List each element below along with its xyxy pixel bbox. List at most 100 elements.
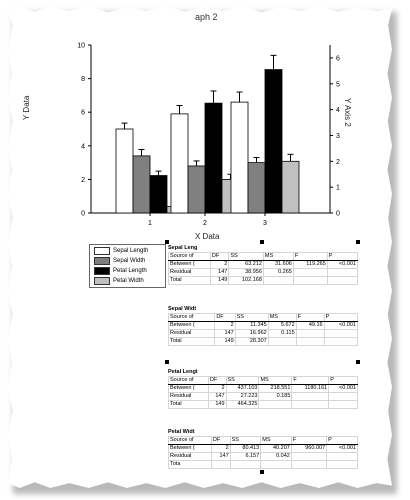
anova-table[interactable]: Petal Lengt Source of DF SS MS F P Between (2 43…	[168, 368, 358, 409]
table-cell[interactable]: 63.212	[228, 260, 264, 269]
table-cell[interactable]: 28.307	[234, 337, 269, 346]
selection-handle[interactable]	[165, 240, 169, 244]
table-cell[interactable]	[326, 460, 358, 469]
table-header-row: Source of DF SS MS F P	[168, 436, 358, 445]
x-axis-title: X Data	[195, 232, 220, 241]
table-cell[interactable]: 147	[209, 268, 230, 277]
table-cell[interactable]	[260, 460, 292, 469]
table-cell[interactable]: 147	[207, 392, 227, 401]
header-cell: SS	[229, 436, 262, 445]
table-cell[interactable]: 2	[209, 260, 230, 269]
table-cell[interactable]: 6.157	[229, 452, 262, 461]
table-cell[interactable]	[323, 329, 359, 338]
table-cell[interactable]: 5.672	[267, 321, 297, 330]
header-cell: P	[326, 252, 359, 261]
table-title: Sepal Leng	[168, 245, 198, 251]
table-cell[interactable]	[210, 460, 231, 469]
table-cell[interactable]: 147	[214, 329, 236, 338]
table-cell[interactable]: 16.962	[234, 329, 269, 338]
table-cell[interactable]: 149	[207, 400, 227, 409]
table-row: Total 149 464.325	[168, 400, 358, 409]
bar	[247, 162, 266, 214]
y-tick-label: 0	[81, 211, 85, 218]
table-cell[interactable]	[295, 337, 325, 346]
table-cell[interactable]: <0.001	[323, 321, 359, 330]
table-cell[interactable]: Total	[168, 276, 211, 285]
selection-handle[interactable]	[165, 360, 169, 364]
table-cell[interactable]: 1180.161	[291, 384, 330, 393]
table-cell[interactable]: 102.168	[228, 276, 264, 285]
table-cell[interactable]: <0.001	[326, 444, 358, 453]
table-cell[interactable]	[292, 268, 328, 277]
table-cell[interactable]	[328, 392, 358, 401]
table-cell[interactable]: 149	[209, 276, 230, 285]
header-cell: F	[295, 313, 325, 322]
table-cell[interactable]: Between (	[168, 384, 209, 393]
table-cell[interactable]	[326, 276, 359, 285]
table-cell[interactable]: 31.606	[262, 260, 294, 269]
table-cell[interactable]: Residual	[168, 268, 211, 277]
table-cell[interactable]: Total	[168, 400, 209, 409]
table-cell[interactable]	[326, 452, 358, 461]
legend[interactable]: Sepal Length Sepal Width Petal Length Pe…	[89, 244, 166, 288]
table-cell[interactable]: 960.007	[290, 444, 328, 453]
table-cell[interactable]: 437.103	[225, 384, 260, 393]
table-cell[interactable]: 149	[214, 337, 236, 346]
table-cell[interactable]	[291, 400, 330, 409]
header-cell: P	[328, 376, 358, 385]
table-cell[interactable]	[323, 337, 359, 346]
table-cell[interactable]: Residual	[168, 392, 209, 401]
table-cell[interactable]: <0.001	[326, 260, 359, 269]
y2-tick-label: 2	[336, 159, 340, 166]
table-cell[interactable]: 147	[210, 452, 231, 461]
x-tick-label: 1	[148, 220, 152, 227]
table-cell[interactable]: 40.207	[260, 444, 292, 453]
table-cell[interactable]	[290, 452, 328, 461]
table-cell[interactable]: <0.001	[328, 384, 358, 393]
table-cell[interactable]: 464.325	[225, 400, 260, 409]
table-cell[interactable]: 0.265	[262, 268, 294, 277]
table-cell[interactable]	[290, 460, 328, 469]
table-cell[interactable]: Between (	[168, 260, 211, 269]
table-cell[interactable]	[326, 268, 359, 277]
anova-table[interactable]: Sepal Widt Source of DF SS MS F P Between (2 11.…	[167, 305, 359, 346]
table-cell[interactable]: 2	[210, 444, 231, 453]
table-cell[interactable]	[328, 400, 358, 409]
table-cell[interactable]	[295, 329, 325, 338]
table-cell[interactable]: 119.265	[292, 260, 328, 269]
table-cell[interactable]: 11.345	[234, 321, 269, 330]
table-cell[interactable]: Residual	[167, 329, 216, 338]
table-cell[interactable]: Between (	[168, 444, 212, 453]
table-cell[interactable]: Residual	[168, 452, 212, 461]
table-cell[interactable]: 218.551	[258, 384, 293, 393]
table-cell[interactable]: Tota	[168, 460, 212, 469]
table-cell[interactable]: 0.185	[258, 392, 293, 401]
table-cell[interactable]	[258, 400, 293, 409]
bar	[187, 165, 206, 214]
table-cell[interactable]	[291, 392, 330, 401]
anova-table[interactable]: Petal Widt Source of DF SS MS F P Between (2 80.…	[168, 428, 358, 469]
selection-handle[interactable]	[260, 470, 264, 474]
header-cell: Source of	[168, 436, 212, 445]
selection-handle[interactable]	[260, 240, 264, 244]
table-cell[interactable]	[262, 276, 294, 285]
selection-handle[interactable]	[356, 240, 360, 244]
table-cell[interactable]	[267, 337, 297, 346]
selection-handle[interactable]	[356, 360, 360, 364]
table-cell[interactable]: 0.042	[260, 452, 292, 461]
table-cell[interactable]: 80.413	[229, 444, 262, 453]
table-cell[interactable]: Between (	[167, 321, 216, 330]
table-cell[interactable]	[292, 276, 328, 285]
table-cell[interactable]	[229, 460, 262, 469]
anova-table[interactable]: Sepal Leng Source of DF SS MS F P Between (2 63.…	[168, 244, 359, 285]
table-cell[interactable]: 27.223	[225, 392, 260, 401]
table-cell[interactable]: 2	[207, 384, 227, 393]
table-cell[interactable]: Total	[167, 337, 216, 346]
table-cell[interactable]: 49.16	[295, 321, 325, 330]
table-row: Between (2 11.345 5.672 49.16 <0.001	[167, 321, 359, 330]
table-cell[interactable]: 2	[214, 321, 236, 330]
table-cell[interactable]: 38.956	[228, 268, 264, 277]
table-cell[interactable]: 0.115	[267, 329, 297, 338]
header-cell: MS	[267, 313, 297, 322]
